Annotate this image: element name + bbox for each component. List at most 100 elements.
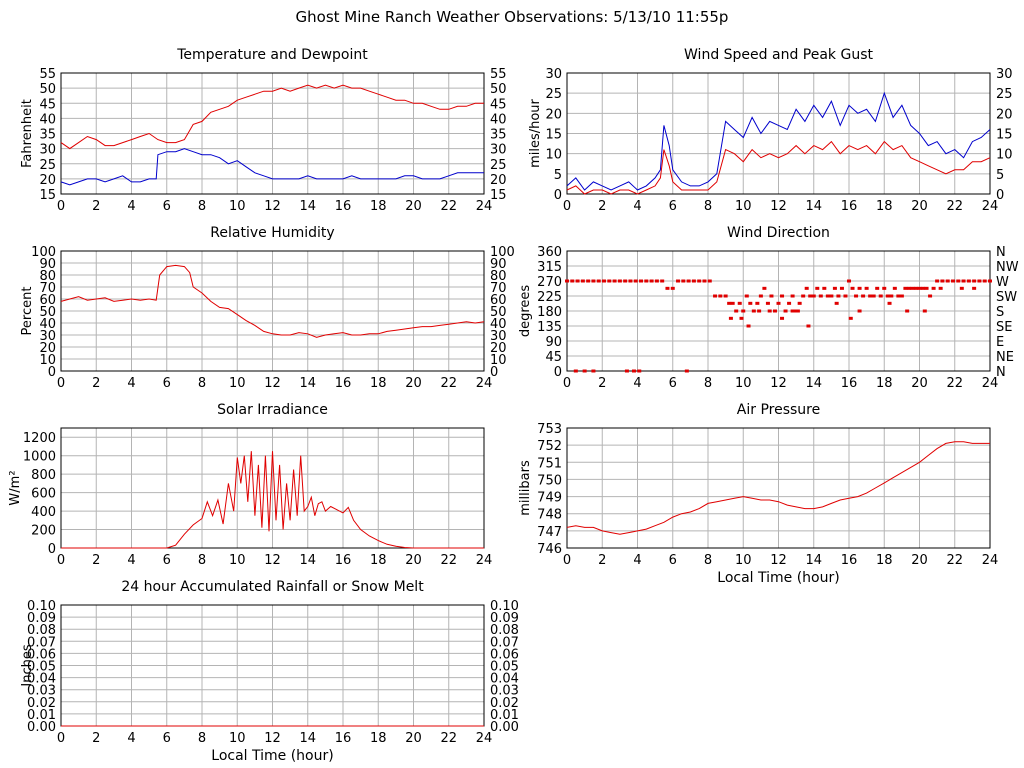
data-point: [623, 279, 628, 283]
data-point: [639, 279, 644, 283]
right-tick-label: 0: [996, 188, 1004, 203]
data-point: [591, 369, 596, 373]
data-point: [790, 294, 795, 298]
data-point: [836, 294, 841, 298]
data-point: [815, 286, 820, 290]
x-axis-label: Local Time (hour): [717, 570, 839, 586]
x-tick-label: 20: [405, 731, 422, 746]
y-tick-label: 749: [537, 491, 562, 506]
data-point: [847, 279, 851, 283]
y-tick-label: 200: [31, 524, 56, 539]
x-tick-label: 18: [876, 376, 893, 391]
y-axis-label: millibars: [518, 460, 533, 516]
x-tick-label: 22: [946, 553, 963, 568]
x-tick-label: 24: [982, 376, 999, 391]
data-point: [670, 286, 675, 290]
right-tick-label: N: [996, 365, 1006, 380]
x-axis-label: Local Time (hour): [211, 748, 333, 764]
right-tick-label: 50: [490, 305, 507, 320]
series-line-0: [61, 451, 484, 549]
data-point: [741, 309, 746, 313]
y-tick-label: 30: [545, 67, 562, 82]
series-line-0: [566, 441, 990, 535]
data-point: [624, 369, 629, 373]
data-point: [780, 316, 785, 320]
data-point: [787, 301, 792, 305]
x-tick-label: 22: [440, 553, 457, 568]
x-tick-label: 0: [57, 731, 65, 746]
x-tick-label: 14: [805, 199, 822, 214]
y-tick-label: 20: [39, 173, 56, 188]
data-point: [776, 301, 781, 305]
right-tick-label: 0.02: [490, 696, 519, 711]
data-point: [850, 286, 855, 290]
data-point: [795, 309, 800, 313]
x-tick-label: 6: [163, 376, 171, 391]
plot-frame: [60, 250, 485, 372]
right-tick-label: 80: [490, 269, 507, 284]
y-axis-label: W/m²: [8, 470, 23, 505]
data-point: [739, 316, 744, 320]
y-tick-label: 0.05: [27, 660, 56, 675]
right-tick-label: 55: [490, 67, 507, 82]
y-tick-label: 0.00: [27, 720, 56, 735]
page-title: Ghost Mine Ranch Weather Observations: 5…: [295, 8, 729, 26]
x-tick-label: 16: [841, 376, 858, 391]
data-point: [730, 301, 735, 305]
x-tick-label: 10: [229, 376, 246, 391]
right-tick-label: 40: [490, 317, 507, 332]
x-tick-label: 22: [440, 376, 457, 391]
x-tick-label: 20: [405, 376, 422, 391]
y-tick-label: 752: [537, 439, 562, 454]
x-tick-label: 20: [911, 376, 928, 391]
data-point: [966, 279, 971, 283]
data-point: [832, 286, 837, 290]
right-tick-label: 0: [490, 365, 498, 380]
chart-rain: 24 hour Accumulated Rainfall or Snow Mel…: [20, 579, 519, 764]
data-point: [808, 294, 813, 298]
data-point: [940, 279, 945, 283]
x-tick-label: 12: [770, 553, 787, 568]
data-point: [684, 369, 689, 373]
right-tick-label: 20: [490, 341, 507, 356]
data-point: [945, 279, 950, 283]
y-tick-label: 135: [537, 320, 562, 335]
x-tick-label: 20: [405, 199, 422, 214]
data-point: [602, 279, 607, 283]
right-tick-label: 30: [996, 67, 1013, 82]
right-tick-label: 25: [490, 158, 507, 173]
data-point: [676, 279, 681, 283]
x-tick-label: 22: [946, 199, 963, 214]
y-tick-label: 0.08: [27, 623, 56, 638]
x-tick-label: 14: [805, 553, 822, 568]
y-tick-label: 800: [31, 468, 56, 483]
y-tick-label: 0: [554, 365, 562, 380]
data-point: [596, 279, 601, 283]
plot-frame: [566, 72, 991, 195]
x-tick-label: 4: [127, 553, 135, 568]
y-tick-label: 315: [537, 260, 562, 275]
data-point: [758, 294, 763, 298]
data-point: [660, 279, 665, 283]
right-tick-label: S: [996, 305, 1004, 320]
data-point: [582, 369, 587, 373]
x-tick-label: 12: [264, 199, 281, 214]
x-tick-label: 6: [669, 376, 677, 391]
y-axis-label: Fahrenheit: [20, 99, 35, 168]
y-tick-label: 50: [39, 305, 56, 320]
x-tick-label: 6: [163, 731, 171, 746]
plot-frame: [566, 250, 991, 372]
x-tick-label: 16: [335, 376, 352, 391]
data-point: [757, 309, 762, 313]
right-tick-label: 0.08: [490, 623, 519, 638]
x-tick-label: 12: [770, 376, 787, 391]
data-point: [903, 286, 908, 290]
y-tick-label: 753: [537, 422, 562, 437]
data-point: [839, 286, 844, 290]
right-tick-label: NW: [996, 260, 1019, 275]
x-tick-label: 14: [299, 199, 316, 214]
